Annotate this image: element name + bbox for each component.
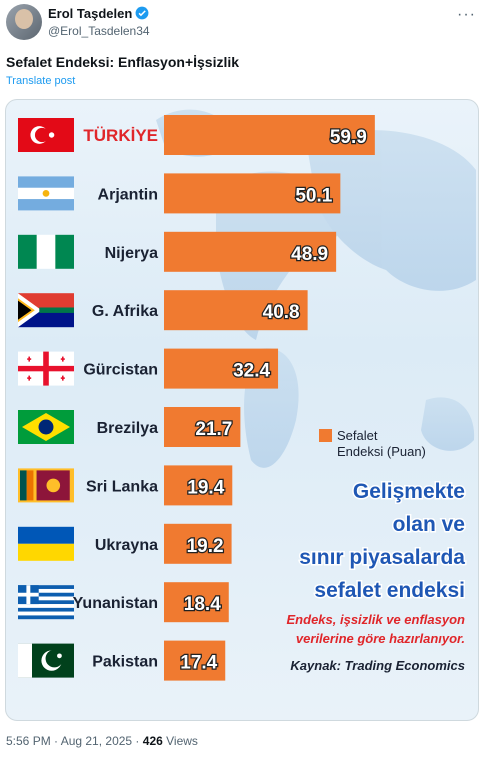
translate-post-link[interactable]: Translate post	[6, 75, 76, 87]
category-label: Brezilya	[97, 420, 158, 437]
brazil-flag-icon	[18, 410, 74, 444]
bar	[164, 290, 308, 331]
tweet-footer: 5:56 PM · Aug 21, 2025 · 426 Views	[6, 734, 198, 748]
title-line-3: sınır piyasalarda	[299, 546, 465, 569]
tweet-text: Sefalet Endeksi: Enflasyon+İşsizlik	[6, 54, 240, 70]
chart-title: Gelişmekte olan ve sınır piyasalarda sef…	[298, 479, 467, 604]
category-label: G. Afrika	[92, 303, 158, 320]
value-label: 19.4	[187, 477, 224, 498]
chart-row: Brezilya 21.7	[18, 407, 241, 447]
category-label: Gürcistan	[83, 362, 158, 379]
sri-lanka-flag-icon	[18, 468, 74, 503]
bar	[164, 115, 375, 155]
bar	[164, 523, 232, 564]
chart-row: Pakistan 17.4	[18, 640, 226, 681]
legend-label-line2: Endeksi (Puan)	[337, 444, 426, 459]
category-label: Yunanistan	[73, 595, 158, 612]
bar	[164, 640, 226, 681]
author-handle[interactable]: @Erol_Tasdelen34	[48, 24, 150, 38]
chart-source: Kaynak: Trading Economics	[290, 658, 465, 673]
chart-row: G. Afrika 40.8	[18, 290, 308, 331]
category-label: TÜRKİYE	[83, 126, 158, 145]
more-options-icon[interactable]: ···	[457, 6, 476, 23]
post-timestamp[interactable]: 5:56 PM · Aug 21, 2025 ·	[6, 734, 140, 748]
category-label: Sri Lanka	[86, 478, 158, 495]
chart-row: Ukrayna 19.2	[18, 523, 232, 564]
value-label: 48.9	[291, 244, 328, 265]
greece-flag-icon	[18, 585, 74, 620]
bar	[164, 407, 241, 447]
verified-badge-icon	[135, 6, 149, 20]
value-label: 32.4	[233, 361, 270, 382]
nigeria-flag-icon	[18, 234, 74, 269]
chart-row: Arjantin 50.1	[18, 173, 341, 214]
bar	[164, 231, 337, 272]
south-africa-flag-icon	[18, 293, 74, 328]
chart-note: Endeks, işsizlik ve enflasyon verilerine…	[287, 612, 466, 646]
value-label: 21.7	[195, 419, 232, 440]
bar	[164, 173, 341, 214]
note-line-1: Endeks, işsizlik ve enflasyon	[287, 612, 466, 627]
legend: Sefalet Endeksi (Puan)	[319, 428, 426, 459]
author-name[interactable]: Erol Taşdelen	[48, 6, 149, 21]
avatar[interactable]	[6, 4, 42, 40]
chart-row: Nijerya 48.9	[18, 231, 337, 272]
views-label: Views	[166, 734, 198, 748]
chart-row: Gürcistan 32.4	[18, 348, 279, 389]
turkey-flag-icon	[18, 118, 74, 152]
tweet-image[interactable]: TÜRKİYE 59.9 Arjantin 50.1 Nijerya 48.9 G. Afr…	[5, 99, 479, 721]
value-label: 19.2	[187, 536, 224, 557]
note-line-2: verilerine göre hazırlanıyor.	[296, 631, 465, 646]
tweet-header: Erol Taşdelen @Erol_Tasdelen34 ···	[0, 0, 486, 48]
title-line-4: sefalet endeksi	[314, 579, 465, 602]
title-line-2: olan ve	[393, 513, 465, 536]
argentina-flag-icon	[18, 176, 74, 211]
bar	[164, 348, 279, 389]
category-label: Nijerya	[105, 245, 158, 262]
value-label: 50.1	[295, 185, 332, 206]
category-label: Pakistan	[92, 654, 158, 671]
pakistan-flag-icon	[18, 643, 74, 678]
legend-label-line1: Sefalet	[337, 428, 378, 443]
bar	[164, 465, 233, 506]
misery-index-chart: TÜRKİYE 59.9 Arjantin 50.1 Nijerya 48.9 G. Afr…	[18, 109, 476, 681]
ukraine-flag-icon	[18, 526, 74, 561]
category-label: Arjantin	[98, 186, 158, 203]
category-label: Ukrayna	[95, 537, 158, 554]
value-label: 17.4	[180, 653, 217, 674]
georgia-flag-icon	[18, 351, 74, 386]
bar	[164, 582, 229, 623]
chart-row: Sri Lanka 19.4	[18, 465, 233, 506]
title-line-1: Gelişmekte	[353, 480, 465, 503]
legend-swatch	[319, 429, 332, 442]
views-count: 426	[142, 734, 163, 748]
chart-row: Yunanistan 18.4	[18, 582, 229, 623]
author-name-text[interactable]: Erol Taşdelen	[48, 6, 133, 21]
value-label: 59.9	[330, 127, 367, 148]
value-label: 40.8	[263, 302, 300, 323]
value-label: 18.4	[184, 594, 221, 615]
chart-row: TÜRKİYE 59.9	[18, 115, 375, 155]
